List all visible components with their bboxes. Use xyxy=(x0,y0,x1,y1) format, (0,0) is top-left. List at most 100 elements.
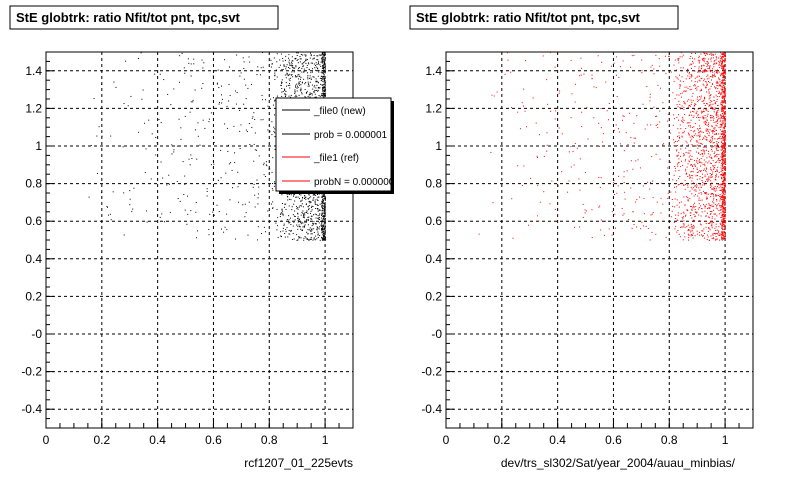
data-point xyxy=(692,93,694,95)
data-point xyxy=(714,156,716,158)
data-point xyxy=(323,218,325,220)
data-point xyxy=(322,212,324,214)
data-point xyxy=(687,144,689,146)
data-point xyxy=(681,105,683,107)
data-point xyxy=(724,160,726,162)
data-point xyxy=(700,158,702,160)
data-point xyxy=(162,177,164,179)
data-point xyxy=(631,55,633,57)
data-point xyxy=(308,69,310,71)
data-point xyxy=(723,174,725,176)
data-point xyxy=(189,164,191,166)
data-point xyxy=(693,115,695,117)
data-point xyxy=(714,151,716,153)
data-point xyxy=(701,70,703,72)
data-point xyxy=(303,225,305,227)
data-point xyxy=(718,77,720,79)
data-point xyxy=(310,77,312,79)
data-point xyxy=(674,98,676,100)
data-point xyxy=(227,144,229,146)
data-point xyxy=(655,124,657,126)
data-point xyxy=(699,165,701,167)
data-point xyxy=(212,233,214,235)
data-point xyxy=(322,236,324,238)
data-point xyxy=(691,110,693,112)
data-point xyxy=(699,178,701,180)
data-point xyxy=(274,128,276,130)
data-point xyxy=(718,63,720,65)
data-point xyxy=(697,101,699,103)
data-point xyxy=(721,169,723,171)
data-point xyxy=(309,227,311,229)
data-point xyxy=(723,132,725,134)
data-point xyxy=(688,133,690,135)
data-point xyxy=(676,180,678,182)
data-point xyxy=(683,223,685,225)
data-point xyxy=(206,190,208,192)
data-point xyxy=(323,203,325,205)
data-point xyxy=(683,132,685,134)
data-point xyxy=(715,229,717,231)
data-point xyxy=(715,124,717,126)
data-point xyxy=(601,61,603,63)
data-point xyxy=(688,160,690,162)
data-point xyxy=(723,188,725,190)
data-point xyxy=(719,189,721,191)
data-point xyxy=(693,213,695,215)
data-point xyxy=(320,58,322,60)
data-point xyxy=(724,132,726,134)
data-point xyxy=(695,194,697,196)
data-point xyxy=(707,180,709,182)
data-point xyxy=(724,60,726,62)
data-point xyxy=(96,172,98,174)
data-point xyxy=(283,206,285,208)
data-point xyxy=(243,78,245,80)
data-point xyxy=(709,229,711,231)
data-point xyxy=(289,233,291,235)
data-point xyxy=(708,178,710,180)
data-point xyxy=(672,124,674,126)
data-point xyxy=(716,143,718,145)
data-point xyxy=(686,142,688,144)
data-point xyxy=(316,228,318,230)
data-point xyxy=(535,122,537,124)
data-point xyxy=(616,96,618,98)
data-point xyxy=(238,201,240,203)
data-point xyxy=(547,103,549,105)
data-point xyxy=(649,100,651,102)
data-point xyxy=(288,82,290,84)
data-point xyxy=(301,71,303,73)
data-point xyxy=(679,80,681,82)
data-point xyxy=(723,175,725,177)
data-point xyxy=(721,239,723,241)
data-point xyxy=(676,231,678,233)
data-point xyxy=(698,152,700,154)
data-point xyxy=(311,225,313,227)
data-point xyxy=(490,151,492,153)
data-point xyxy=(262,119,264,121)
data-point xyxy=(313,228,315,230)
data-point xyxy=(724,58,726,60)
data-point xyxy=(263,226,265,228)
data-point xyxy=(574,101,576,103)
left-y-ticks: -0.4-0.2-00.20.40.60.811.21.4 xyxy=(21,51,54,429)
data-point xyxy=(608,228,610,230)
data-point xyxy=(707,70,709,72)
data-point xyxy=(248,56,250,58)
data-point xyxy=(713,128,715,130)
data-point xyxy=(724,200,726,202)
data-point xyxy=(710,117,712,119)
data-point xyxy=(322,199,324,201)
data-point xyxy=(679,124,681,126)
data-point xyxy=(321,210,323,212)
data-point xyxy=(703,84,705,86)
data-point xyxy=(700,186,702,188)
data-point xyxy=(285,82,287,84)
y-tick-label: -0.2 xyxy=(421,365,442,379)
data-point xyxy=(724,145,726,147)
data-point xyxy=(725,143,727,145)
data-point xyxy=(231,169,233,171)
data-point xyxy=(679,56,681,58)
data-point xyxy=(689,58,691,60)
data-point xyxy=(314,203,316,205)
